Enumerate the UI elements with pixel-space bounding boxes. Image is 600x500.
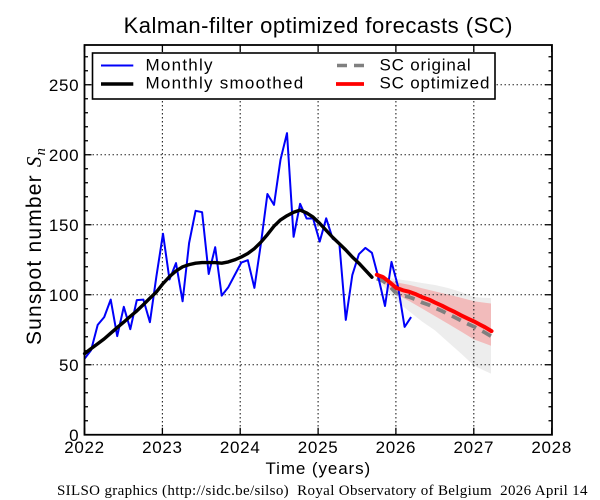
svg-text:200: 200 — [49, 146, 79, 165]
svg-text:50: 50 — [59, 356, 79, 375]
svg-text:SILSO graphics (http://sidc.be: SILSO graphics (http://sidc.be/silso) Ro… — [57, 483, 588, 499]
svg-text:2027: 2027 — [453, 438, 494, 457]
svg-text:250: 250 — [49, 76, 79, 95]
svg-text:2026: 2026 — [376, 438, 417, 457]
svg-text:Kalman-filter optimized foreca: Kalman-filter optimized forecasts (SC) — [124, 13, 513, 38]
svg-text:2024: 2024 — [220, 438, 261, 457]
svg-text:Monthly smoothed: Monthly smoothed — [146, 74, 305, 93]
svg-text:2028: 2028 — [531, 438, 572, 457]
svg-text:Sunspot number Sn: Sunspot number Sn — [22, 147, 49, 345]
svg-text:SC optimized: SC optimized — [380, 74, 491, 93]
svg-text:Monthly: Monthly — [146, 56, 214, 75]
svg-text:Time (years): Time (years) — [266, 459, 372, 478]
svg-text:100: 100 — [49, 286, 79, 305]
svg-text:SC original: SC original — [380, 56, 472, 75]
svg-text:2025: 2025 — [298, 438, 339, 457]
svg-text:0: 0 — [69, 426, 79, 445]
svg-text:2023: 2023 — [142, 438, 183, 457]
svg-text:150: 150 — [49, 216, 79, 235]
svg-text:2022: 2022 — [64, 438, 105, 457]
